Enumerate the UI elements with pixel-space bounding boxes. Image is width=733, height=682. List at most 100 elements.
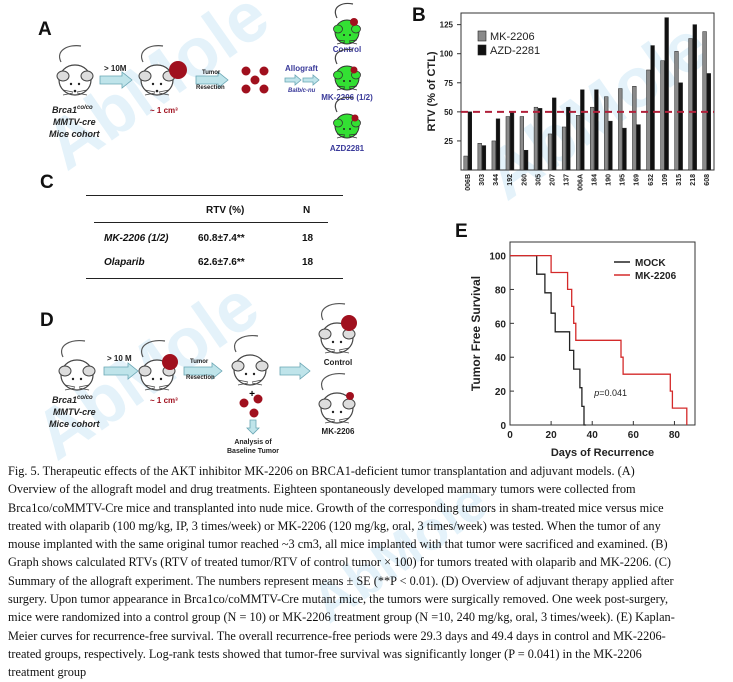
x-tick-label: 303 xyxy=(479,174,486,186)
bar-azd2281 xyxy=(566,106,571,171)
survival-line-mk2206 xyxy=(510,254,688,425)
bar-azd2281 xyxy=(664,17,669,171)
x-tick-label: 184 xyxy=(592,174,599,186)
bar-azd2281 xyxy=(650,45,655,171)
y-axis-label: Tumor Free Survival xyxy=(469,276,483,391)
bar-mk2206 xyxy=(561,126,567,171)
table-cell-treatment: Olaparib xyxy=(104,257,145,268)
bar-mk2206 xyxy=(688,38,693,171)
bar-mk2206 xyxy=(491,140,496,171)
x-tick-label: 260 xyxy=(521,174,528,186)
mouse-resected-icon xyxy=(231,335,269,386)
arrow1-label: > 10 M xyxy=(107,354,132,363)
tumor-pieces-icon xyxy=(241,66,269,94)
y-tick-label: 60 xyxy=(495,319,507,330)
x-tick-label: 190 xyxy=(606,174,613,186)
y-tick-label: 75 xyxy=(444,79,453,88)
caption-line: Meier curves for recurrence-free surviva… xyxy=(8,628,666,643)
mouse-icon xyxy=(58,340,96,391)
bar-azd2281 xyxy=(509,111,515,171)
table-cell-rtv: 60.8±7.4** xyxy=(198,233,245,244)
x-tick-label: 20 xyxy=(546,430,558,441)
x-tick-label: 109 xyxy=(662,174,669,186)
bar-mk2206 xyxy=(505,116,510,171)
bar-azd2281 xyxy=(594,89,599,171)
panel-letter-c: C xyxy=(40,172,54,193)
bar-mk2206 xyxy=(674,51,679,171)
panel-letter-a: A xyxy=(38,19,52,40)
survival-line-mock xyxy=(510,254,587,426)
caption-line: mice were randomized into a control grou… xyxy=(8,610,675,625)
arrow2-top-label: Tumor xyxy=(202,70,221,76)
bar-mk2206 xyxy=(646,69,651,171)
cohort-line: Mice cohort xyxy=(49,129,101,139)
panel-letter-e: E xyxy=(455,221,468,242)
y-axis-label: RTV (% of CTL) xyxy=(426,51,438,131)
y-tick-label: 50 xyxy=(444,108,453,117)
allograft-arrow-icon xyxy=(284,74,320,86)
panel-letter-d: D xyxy=(40,310,54,331)
table-header-rtv: RTV (%) xyxy=(206,205,245,216)
table-cell-treatment: MK-2206 (1/2) xyxy=(104,233,169,244)
y-tick-label: 100 xyxy=(489,252,506,263)
arrow2-bottom-label: Resection xyxy=(186,375,215,381)
panel-letter-b: B xyxy=(412,5,426,26)
bar-mk2206 xyxy=(533,106,539,171)
y-tick-label: 100 xyxy=(440,50,454,59)
x-tick-label: 60 xyxy=(628,430,640,441)
bar-azd2281 xyxy=(552,97,557,171)
legend-label: MK-2206 xyxy=(490,31,535,43)
cohort-line: Mice cohort xyxy=(49,419,101,429)
bar-azd2281 xyxy=(608,120,613,171)
group-label: AZD2281 xyxy=(330,144,365,153)
bar-azd2281 xyxy=(678,82,683,171)
survival-chart: 0 20 40 60 80 100 0 20 40 60 80 Days of Recurrence T… xyxy=(469,241,696,459)
bar-azd2281 xyxy=(622,127,627,171)
x-tick-label: 218 xyxy=(690,174,697,186)
caption-line: treatment group xyxy=(8,665,87,680)
bar-mk2206 xyxy=(463,155,468,171)
mouse-azd-icon xyxy=(332,96,362,139)
caption-line: Brca1co/coMMTV-Cre mice and transplanted… xyxy=(8,500,664,515)
arrow1-label: > 10M xyxy=(104,64,127,73)
bar-mk2206 xyxy=(632,86,637,171)
mouse-tumor-icon xyxy=(138,340,178,391)
caption-line: mouse implanted with the same original t… xyxy=(8,537,668,552)
allograft-label: Allograft xyxy=(285,64,318,73)
table-cell-n: 18 xyxy=(302,257,314,268)
bar-azd2281 xyxy=(538,108,543,171)
tumor-size-label: ~ 1 cm³ xyxy=(150,396,178,405)
caption-line: surgery. Upon tumor appearance in Brca1c… xyxy=(8,592,669,607)
arrow-icon xyxy=(183,362,223,380)
tumor-pieces-icon xyxy=(239,394,263,418)
y-tick-label: 0 xyxy=(500,421,506,432)
x-tick-label: 344 xyxy=(493,174,500,186)
bar-azd2281 xyxy=(524,149,529,171)
cohort-line: MMTV-cre xyxy=(53,407,96,417)
y-tick-label: 20 xyxy=(495,387,507,398)
y-tick-label: 125 xyxy=(440,21,454,30)
x-tick-label: 80 xyxy=(669,430,681,441)
x-tick-label: 305 xyxy=(535,174,542,186)
allograft-strain-label: Balb/c-nu xyxy=(288,88,316,94)
bar-azd2281 xyxy=(580,89,585,171)
x-tick-label: 137 xyxy=(563,174,570,186)
bar-mk2206 xyxy=(519,116,524,171)
y-tick-label: 25 xyxy=(444,137,453,146)
bar-mk2206 xyxy=(660,60,665,171)
arrow-icon xyxy=(279,362,311,380)
bar-azd2281 xyxy=(481,145,487,171)
caption-line: Fig. 5. Therapeutic effects of the AKT i… xyxy=(8,464,635,478)
x-tick-label: 192 xyxy=(507,174,514,186)
x-tick-label: 315 xyxy=(676,174,683,186)
legend-label: AZD-2281 xyxy=(490,45,540,57)
x-tick-label: 195 xyxy=(620,174,627,186)
group-label: Control xyxy=(324,358,352,367)
arrow-icon xyxy=(103,362,139,380)
x-axis-label: Days of Recurrence xyxy=(551,447,654,459)
legend-swatch xyxy=(477,30,487,42)
bar-azd2281 xyxy=(636,124,641,171)
caption-line: treated groups, respectively. Log-rank t… xyxy=(8,646,642,661)
plot-frame xyxy=(509,241,696,426)
caption-line: Summary of the allograft experiment. The… xyxy=(8,573,674,588)
